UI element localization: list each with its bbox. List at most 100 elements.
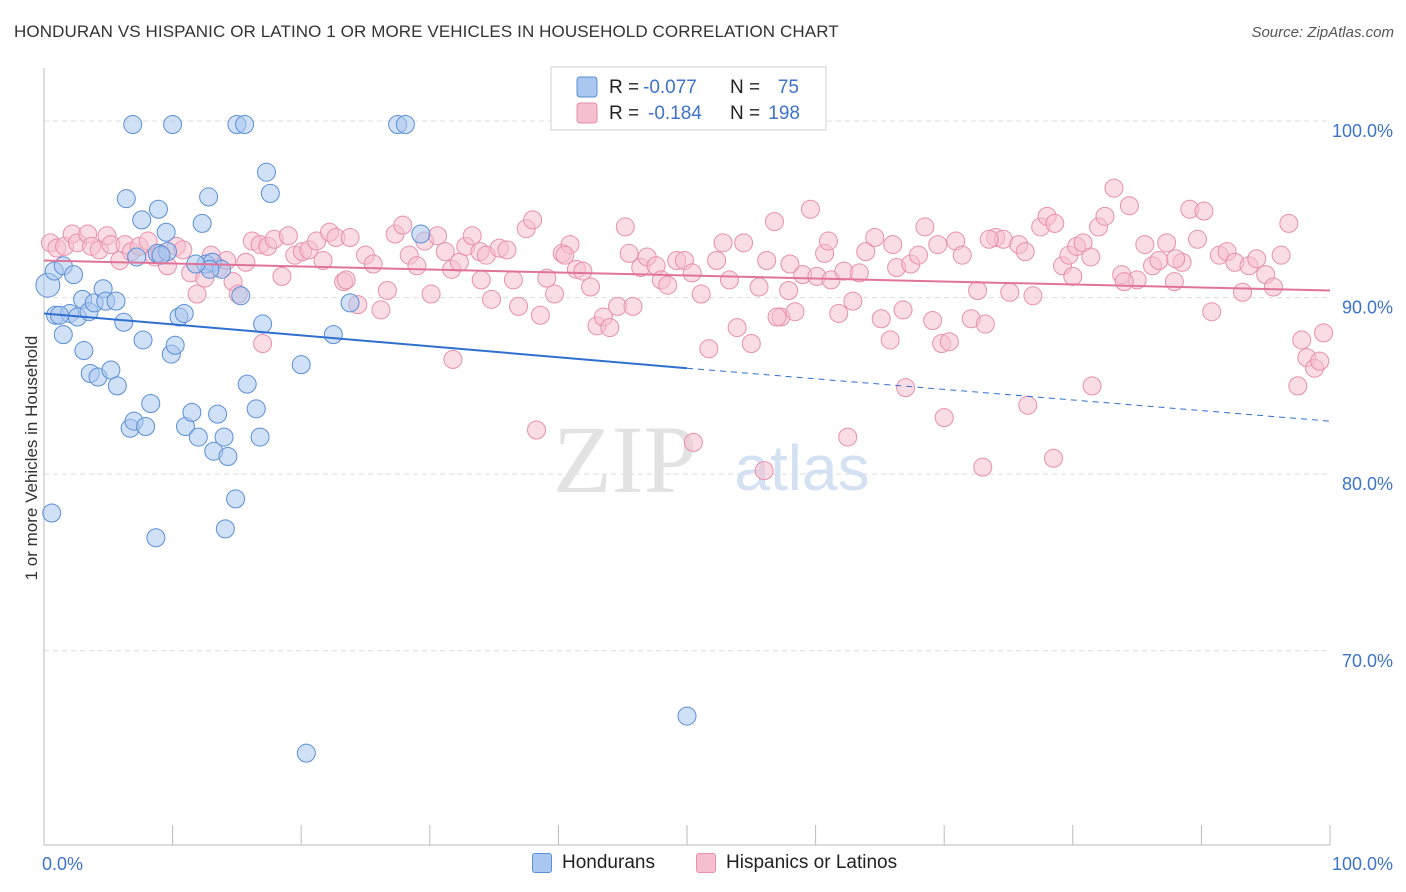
hispanic-point [1314, 323, 1334, 343]
watermark-zip: ZIP [553, 406, 697, 513]
hondurans-label: Hondurans [562, 852, 655, 873]
honduran-point [235, 115, 255, 135]
legend-r-label-1: R = [609, 77, 639, 98]
hispanic-point [764, 212, 784, 232]
hispanic-point [1194, 201, 1214, 221]
honduran-point [260, 183, 280, 203]
honduran-point [107, 376, 127, 396]
honduran-point [253, 314, 273, 334]
hispanic-point [952, 245, 972, 265]
x-tick-label: 100.0% [1332, 854, 1393, 874]
honduran-point [192, 213, 212, 233]
honduran-point [208, 404, 228, 424]
honduran-point [141, 394, 161, 414]
honduran-point [188, 427, 208, 447]
hispanic-point [581, 277, 601, 297]
hispanic-point [509, 296, 529, 316]
hispanic-point [1114, 272, 1134, 292]
hispanic-trend-line [43, 259, 1331, 292]
honduran-point [291, 355, 311, 375]
honduran-point [199, 187, 219, 207]
honduran-point [215, 519, 235, 539]
hispanic-point [727, 318, 747, 338]
x-tick-labels: 0.0% 100.0% [42, 854, 1393, 874]
hispanic-point [435, 242, 455, 262]
honduran-point [677, 706, 697, 726]
hispanic-point [449, 252, 469, 272]
legend-item-hispanics: Hispanics or Latinos [696, 852, 897, 874]
hispanic-point [503, 270, 523, 290]
honduran-point [114, 312, 134, 332]
hispanic-point [272, 266, 292, 286]
honduran-point [123, 115, 143, 135]
hispanic-point [623, 296, 643, 316]
legend-r-value-1: -0.077 [643, 77, 697, 98]
hispanic-point [843, 291, 863, 311]
honduran-point [395, 115, 415, 135]
trend-lines [43, 259, 1331, 422]
honduran-trend-extension [686, 367, 1331, 422]
chart-title: HONDURAN VS HISPANIC OR LATINO 1 OR MORE… [14, 22, 839, 41]
hispanic-point [658, 275, 678, 295]
hispanic-point [1095, 206, 1115, 226]
hispanic-point [1018, 395, 1038, 415]
honduran-point [64, 265, 84, 285]
hispanic-point [908, 245, 928, 265]
x-tick-label: 0.0% [42, 854, 83, 874]
hispanic-point [707, 250, 727, 270]
hispanic-point [849, 263, 869, 283]
honduran-point [340, 293, 360, 313]
hispanic-point [1023, 286, 1043, 306]
hispanic-point [555, 245, 575, 265]
series-legend: Hondurans Hispanics or Latinos [0, 850, 1406, 880]
hispanic-point [407, 256, 427, 276]
y-tick-label: 90.0% [1342, 298, 1393, 318]
hispanic-point [883, 235, 903, 255]
hispanic-point [856, 242, 876, 262]
honduran-points [35, 115, 697, 763]
y-tick-label: 100.0% [1332, 121, 1393, 141]
hispanic-point [371, 300, 391, 320]
hispanic-point [1119, 196, 1139, 216]
honduran-point [132, 210, 152, 230]
legend-swatch-blue [576, 76, 598, 98]
honduran-point [163, 115, 183, 135]
honduran-point [182, 402, 202, 422]
hispanic-point [713, 233, 733, 253]
hispanic-point [865, 228, 885, 248]
hispanic-point [363, 254, 383, 274]
honduran-point [411, 224, 431, 244]
hispanic-point [757, 250, 777, 270]
hispanic-point [1015, 242, 1035, 262]
y-axis-label: 1 or more Vehicles in Household [22, 336, 41, 581]
hispanic-point [975, 314, 995, 334]
honduran-point [218, 447, 238, 466]
honduran-point [323, 325, 343, 345]
hispanic-point [253, 333, 273, 353]
stats-legend: R = -0.077 N = 75 R = -0.184 N = 198 [550, 66, 827, 131]
honduran-point [116, 189, 136, 209]
honduran-point [146, 528, 166, 548]
honduran-point [237, 374, 257, 394]
hispanic-point [1288, 376, 1308, 396]
hispanic-point [780, 254, 800, 274]
hispanic-point [421, 284, 441, 304]
hispanic-point [691, 284, 711, 304]
hispanic-point [187, 284, 207, 304]
hispanic-point [340, 228, 360, 248]
hispanic-point [615, 217, 635, 237]
hispanic-point [699, 339, 719, 359]
hispanic-point [377, 281, 397, 301]
hispanic-point [800, 199, 820, 219]
honduran-trend-line [43, 312, 688, 370]
hispanic-point [482, 289, 502, 309]
hispanic-point [428, 226, 448, 246]
hispanic-point [545, 284, 565, 304]
legend-r-value-2: -0.184 [648, 103, 702, 124]
hispanic-point [934, 408, 954, 428]
hispanic-point [1082, 376, 1102, 396]
hispanic-point [1263, 277, 1283, 297]
hispanic-point [880, 330, 900, 350]
honduran-point [214, 427, 234, 447]
hispanic-point [1247, 249, 1267, 269]
